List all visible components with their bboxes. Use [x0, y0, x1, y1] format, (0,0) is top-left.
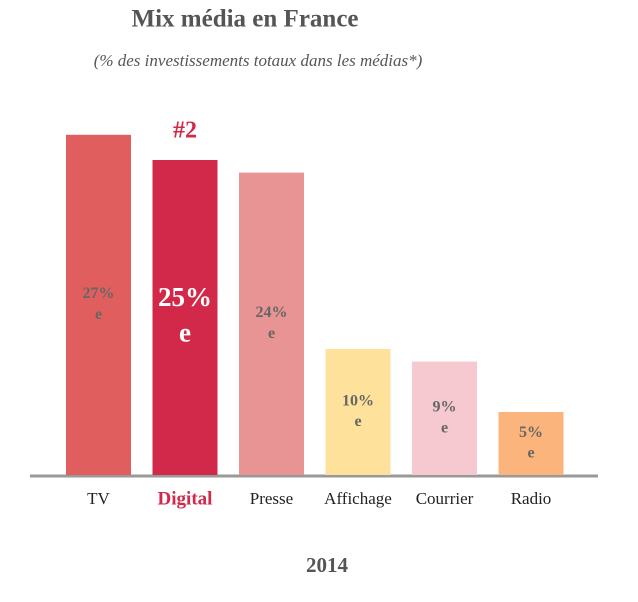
- value-label: 27%: [83, 285, 115, 302]
- value-label-note: e: [268, 325, 275, 342]
- value-label-note: e: [441, 419, 448, 436]
- annotation: #2: [173, 118, 197, 144]
- value-label-note: e: [354, 413, 361, 430]
- x-tick-label: Digital: [158, 488, 213, 509]
- bar: [325, 349, 391, 475]
- chart-title: Mix média en France: [131, 6, 358, 33]
- bar: [239, 172, 304, 475]
- value-label: 10%: [342, 392, 374, 409]
- x-tick-label: Radio: [511, 489, 552, 508]
- value-label: 25%: [158, 282, 212, 312]
- value-label: 9%: [433, 399, 457, 416]
- x-tick-label: Presse: [250, 489, 293, 508]
- value-label-note: e: [95, 306, 102, 323]
- bar: [498, 412, 564, 475]
- value-label: 24%: [256, 304, 288, 321]
- x-tick-label: Affichage: [324, 489, 392, 508]
- bar: [412, 361, 477, 475]
- value-label: 5%: [519, 424, 543, 441]
- bar: [66, 134, 131, 476]
- chart-subtitle: (% des investissements totaux dans les m…: [94, 51, 423, 70]
- bar: [152, 160, 218, 475]
- x-tick-label: TV: [87, 489, 110, 508]
- x-axis-label: 2014: [306, 553, 349, 577]
- x-tick-label: Courrier: [416, 489, 474, 508]
- value-label-note: e: [527, 445, 534, 462]
- value-label-note: e: [179, 317, 191, 347]
